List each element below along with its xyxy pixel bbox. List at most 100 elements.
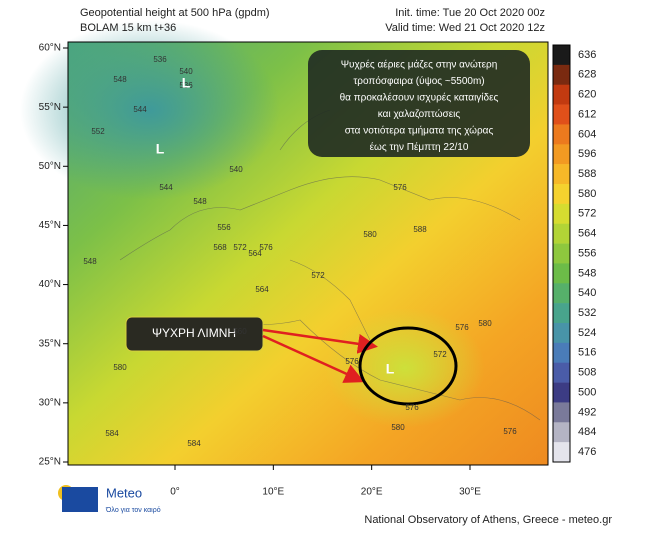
- contour-label: 580: [113, 363, 127, 372]
- colorbar-label: 604: [578, 128, 596, 140]
- contour-label: 576: [503, 427, 517, 436]
- contour-label: 576: [393, 183, 407, 192]
- colorbar-swatch: [553, 283, 570, 304]
- low-marker: L: [386, 361, 395, 377]
- contour-label: 576: [259, 243, 273, 252]
- colorbar-swatch: [553, 303, 570, 324]
- contour-label: 552: [91, 127, 105, 136]
- arrow: [262, 334, 365, 383]
- contour-label: 564: [248, 249, 262, 258]
- colorbar-swatch: [553, 124, 570, 145]
- colorbar-swatch: [553, 442, 570, 463]
- lon-label: 20°E: [361, 487, 383, 498]
- colorbar-swatch: [553, 203, 570, 225]
- colorbar-swatch: [553, 323, 570, 344]
- colorbar-label: 516: [578, 347, 596, 359]
- annotation-line: Ψυχρές αέριες μάζες στην ανώτερη: [341, 59, 498, 71]
- logo: Meteo Όλο για τον καιρό: [58, 485, 161, 514]
- contour-label: 536: [179, 81, 193, 90]
- logo-slogan: Όλο για τον καιρό: [105, 506, 161, 514]
- cold-lake-label: ΨΥΧΡΗ ΛΙΜΝΗ: [152, 326, 236, 340]
- contour-label: 580: [363, 230, 377, 239]
- lat-label: 55°N: [39, 102, 61, 113]
- colorbar-swatch: [553, 382, 570, 403]
- contour-label: 576: [455, 323, 469, 332]
- lon-label: 30°E: [459, 487, 481, 498]
- contour-label: 556: [217, 223, 231, 232]
- colorbar-label: 508: [578, 367, 596, 379]
- lat-label: 45°N: [39, 220, 61, 231]
- map-frame: [67, 41, 549, 466]
- contour-label: 540: [229, 165, 243, 174]
- colorbar-swatch: [553, 104, 570, 125]
- colorbar-label: 492: [578, 406, 596, 418]
- contour-label: 548: [83, 257, 97, 266]
- contour-label: 544: [133, 105, 147, 114]
- colorbar-label: 628: [578, 69, 596, 81]
- colorbar-label: 564: [578, 228, 596, 240]
- arrow: [262, 328, 378, 354]
- colorbar-label: 476: [578, 446, 596, 458]
- contour-label: 576: [345, 357, 359, 366]
- lat-label: 40°N: [39, 279, 61, 290]
- contour-label: 540: [179, 67, 193, 76]
- colorbar-label: 540: [578, 287, 596, 299]
- colorbar-swatch: [553, 422, 570, 443]
- lon-label: 0°: [170, 487, 180, 498]
- contour-label: 584: [187, 439, 201, 448]
- lat-label: 30°N: [39, 397, 61, 408]
- contour-label: 544: [159, 183, 173, 192]
- valid-time: Valid time: Wed 21 Oct 2020 12z: [385, 22, 545, 34]
- coastlines: [119, 109, 541, 421]
- contour-label: 576: [405, 403, 419, 412]
- lat-label: 25°N: [39, 457, 61, 468]
- contour-label: 548: [193, 197, 207, 206]
- colorbar-swatch: [553, 243, 570, 264]
- colorbar-label: 580: [578, 188, 596, 200]
- colorbar-label: 596: [578, 148, 596, 160]
- credit: National Observatory of Athens, Greece -…: [364, 514, 612, 526]
- trough-shading: [20, 20, 280, 200]
- map: ΨΥΧΡΗ ΛΙΜΝΗ: [20, 20, 549, 466]
- low-marker: L: [156, 141, 165, 157]
- colorbar-frame: [552, 44, 571, 463]
- colorbar-swatch: [553, 84, 570, 105]
- cold-lake-box: [125, 316, 264, 352]
- colorbar-swatch: [553, 64, 570, 86]
- low-marker: L: [182, 75, 191, 91]
- colorbar-label: 588: [578, 168, 596, 180]
- title: Geopotential height at 500 hPa (gpdm): [80, 7, 270, 19]
- colorbar-label: 484: [578, 426, 596, 438]
- colorbar-swatch: [553, 223, 570, 244]
- colorbar-swatch: [553, 184, 570, 205]
- colorbar-swatch: [553, 342, 570, 364]
- contour-label: 584: [105, 429, 119, 438]
- colorbar-label: 636: [578, 49, 596, 61]
- colorbar-swatch: [553, 45, 570, 66]
- contour-label: 572: [433, 350, 447, 359]
- contour-label: 588: [413, 225, 427, 234]
- contour-label: 580: [478, 319, 492, 328]
- annotation-box: [308, 50, 530, 157]
- annotation-line: θα προκαλέσουν ισχυρές καταιγίδες: [340, 92, 499, 104]
- logo-text: Meteo: [106, 485, 142, 500]
- colorbar-swatch: [553, 263, 570, 284]
- colorbar-swatch: [553, 144, 570, 165]
- lon-label: 10°E: [262, 487, 284, 498]
- colorbar-swatch: [553, 362, 570, 383]
- annotation-line: έως την Πέμπτη 22/10: [370, 141, 469, 153]
- colorbar-label: 524: [578, 327, 596, 339]
- lat-label: 35°N: [39, 338, 61, 349]
- contour-label: 548: [113, 75, 127, 84]
- colorbar-label: 500: [578, 386, 596, 398]
- colorbar-swatch: [553, 402, 570, 423]
- colorbar-label: 556: [578, 247, 596, 259]
- contour-label: 564: [255, 285, 269, 294]
- lat-label: 60°N: [39, 43, 61, 54]
- cold-lake-outline: [358, 326, 458, 406]
- contour-label: 572: [233, 243, 247, 252]
- colorbar-label: 612: [578, 108, 596, 120]
- colorbar-label: 572: [578, 208, 596, 220]
- annotation-line: στα νοτιότερα τμήματα της χώρας: [345, 125, 494, 137]
